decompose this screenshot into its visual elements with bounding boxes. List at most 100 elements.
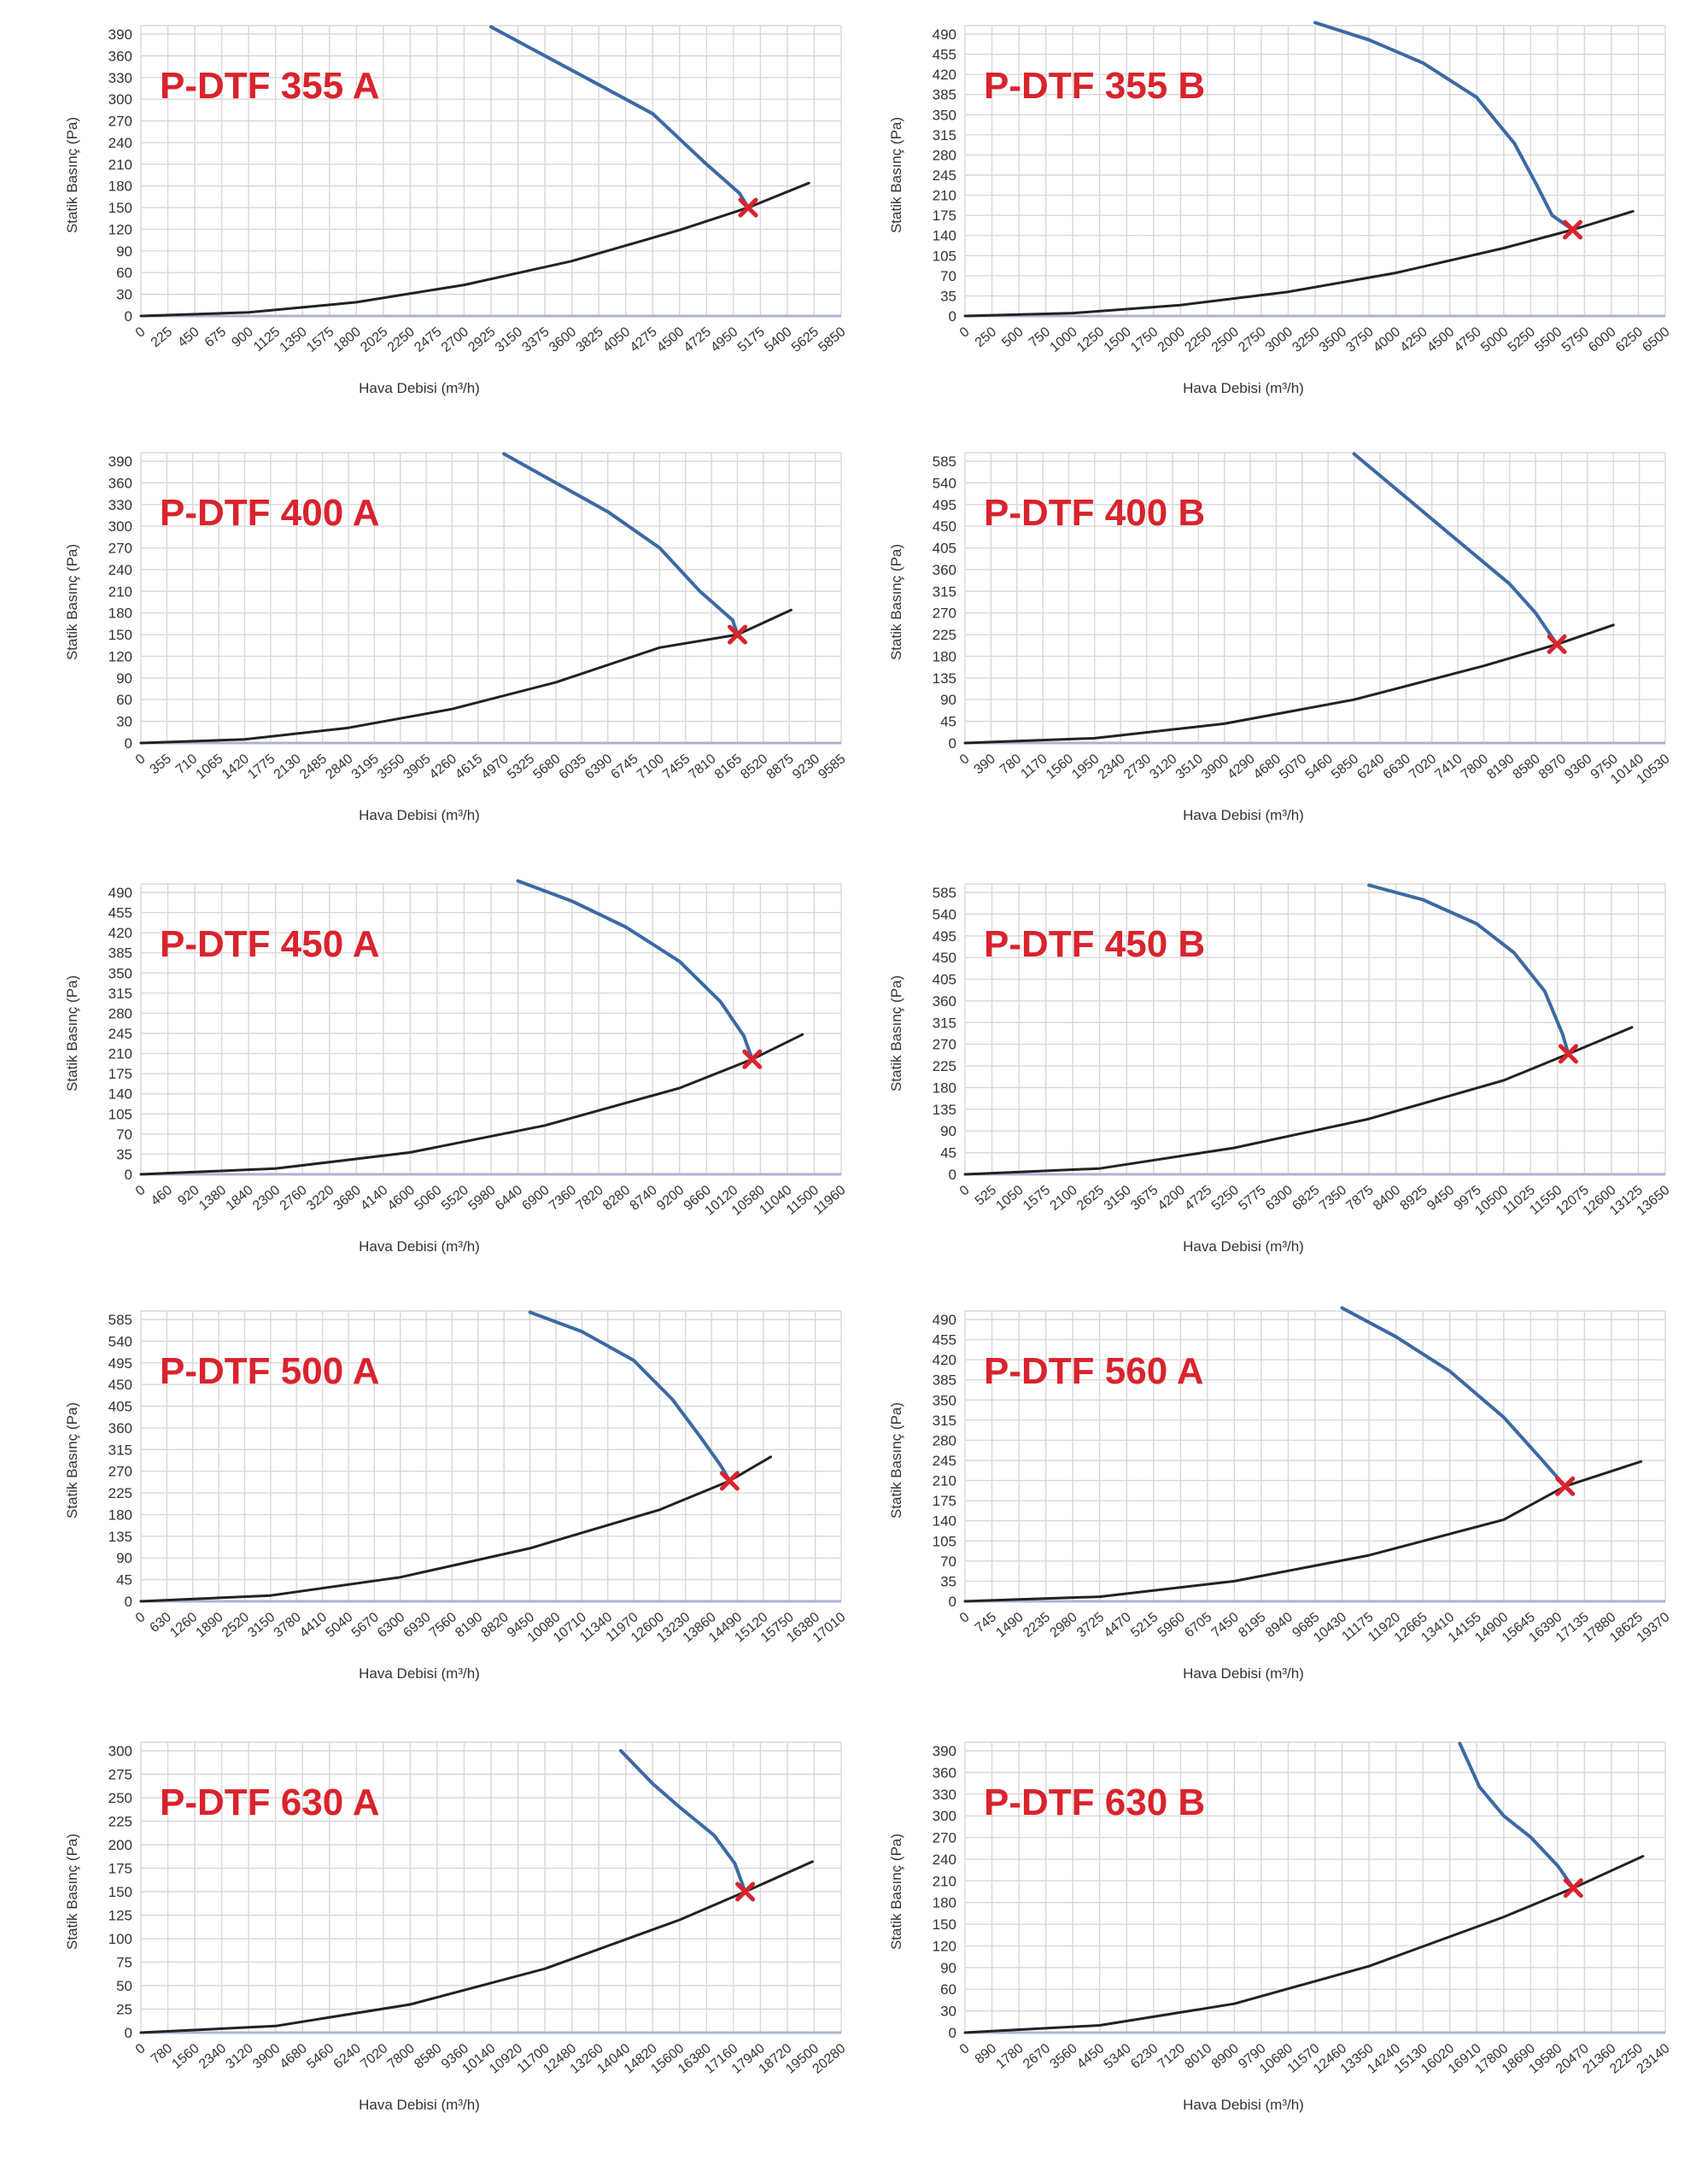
y-tick-label: 405	[108, 1399, 132, 1415]
y-tick-label: 390	[108, 26, 132, 43]
y-tick-label: 490	[933, 1312, 956, 1328]
y-tick-label: 120	[933, 1938, 956, 1954]
y-tick-label: 150	[108, 200, 132, 216]
y-tick-label: 315	[933, 1413, 956, 1429]
y-tick-label: 450	[108, 1377, 132, 1393]
y-tick-label: 270	[933, 606, 956, 622]
x-tick-label: 6745	[608, 752, 640, 782]
y-tick-label: 450	[933, 518, 956, 535]
x-tick-label: 675	[202, 325, 229, 350]
x-tick-label: 1065	[193, 752, 225, 782]
y-tick-label: 0	[949, 1594, 956, 1610]
y-tick-label: 455	[933, 47, 956, 63]
y-tick-label: 270	[108, 1464, 132, 1480]
x-tick-label: 1775	[245, 752, 278, 782]
x-tick-label: 3150	[1102, 1183, 1134, 1214]
y-tick-label: 585	[933, 885, 956, 901]
x-tick-label: 2250	[1182, 325, 1214, 355]
y-tick-label: 120	[108, 221, 132, 237]
x-tick-label: 2250	[385, 325, 418, 355]
x-tick-label: 8875	[764, 752, 797, 782]
y-tick-label: 360	[108, 475, 132, 491]
y-tick-label: 35	[940, 1573, 956, 1589]
x-tick-label: 8940	[1263, 1610, 1296, 1641]
y-tick-label: 50	[116, 1978, 132, 1994]
x-tick-label: 2340	[1096, 752, 1128, 782]
operating-point-marker	[1547, 634, 1567, 654]
chart-title: P-DTF 560 A	[984, 1350, 1204, 1392]
x-tick-label: 6825	[1290, 1183, 1322, 1214]
chart-title: P-DTF 630 B	[984, 1782, 1205, 1823]
y-axis-title: Statik Basınç (Pa)	[888, 117, 904, 233]
x-tick-label: 4250	[1398, 325, 1430, 355]
x-tick-label: 5980	[465, 1183, 498, 1214]
x-tick-label: 1750	[1128, 325, 1161, 355]
y-tick-label: 270	[933, 1830, 956, 1846]
y-tick-label: 300	[108, 518, 132, 535]
y-tick-label: 455	[933, 1332, 956, 1349]
y-tick-label: 540	[933, 475, 956, 491]
x-axis-title: Hava Debisi (m³/h)	[359, 2097, 480, 2113]
x-tick-label: 5060	[412, 1183, 444, 1214]
y-tick-label: 0	[949, 308, 956, 325]
x-tick-label: 460	[149, 1183, 175, 1208]
x-axis-title: Hava Debisi (m³/h)	[359, 380, 480, 396]
x-tick-label: 8010	[1182, 2041, 1214, 2072]
x-tick-label: 5850	[1329, 752, 1361, 782]
x-tick-label: 7120	[1155, 2041, 1188, 2072]
y-tick-label: 315	[108, 986, 132, 1002]
operating-point-marker	[1558, 1044, 1578, 1064]
chart-10: 0 30 60 90 120 150 180 210 240 270 300 330 360 390 0 89…	[888, 1741, 1673, 2113]
y-tick-label: 405	[933, 541, 956, 557]
x-tick-label: 8740	[628, 1183, 660, 1214]
x-tick-label: 3750	[1343, 325, 1376, 355]
x-tick-label: 2925	[465, 325, 498, 355]
operating-point-marker	[1555, 1476, 1576, 1496]
x-tick-label: 8190	[453, 1610, 485, 1641]
x-tick-label: 2520	[219, 1610, 252, 1641]
x-tick-label: 5400	[762, 325, 794, 355]
x-tick-label: 6300	[375, 1610, 407, 1641]
y-tick-label: 90	[940, 1960, 956, 1976]
y-tick-label: 180	[108, 606, 132, 622]
y-tick-label: 175	[108, 1861, 132, 1877]
x-tick-label: 3780	[272, 1610, 304, 1641]
x-tick-label: 0	[957, 1183, 973, 1199]
x-tick-label: 7875	[1343, 1183, 1376, 1214]
x-tick-label: 4290	[1225, 752, 1257, 782]
operating-point-marker	[735, 1881, 756, 1902]
y-tick-label: 90	[116, 243, 132, 260]
chart-title: P-DTF 355 A	[160, 65, 380, 107]
y-tick-label: 45	[940, 714, 956, 730]
x-tick-label: 7800	[385, 2041, 418, 2072]
x-tick-label: 7560	[427, 1610, 459, 1641]
y-tick-label: 315	[108, 1442, 132, 1458]
x-tick-label: 5215	[1128, 1610, 1161, 1641]
x-tick-label: 0	[133, 2041, 149, 2057]
y-tick-label: 225	[108, 1485, 132, 1501]
x-tick-label: 8190	[1484, 752, 1517, 782]
x-tick-label: 2625	[1074, 1183, 1107, 1214]
y-tick-label: 210	[108, 583, 132, 600]
x-tick-label: 1250	[1074, 325, 1107, 355]
x-tick-label: 2000	[1155, 325, 1188, 355]
chart-title: P-DTF 630 A	[160, 1782, 380, 1823]
x-tick-label: 8280	[600, 1183, 633, 1214]
chart-title: P-DTF 450 A	[160, 923, 380, 965]
x-tick-label: 4725	[681, 325, 714, 355]
x-tick-label: 0	[133, 1183, 149, 1199]
y-tick-label: 180	[108, 178, 132, 195]
y-tick-label: 495	[108, 1355, 132, 1372]
fan-curve	[1313, 20, 1575, 231]
y-tick-label: 135	[933, 670, 956, 687]
y-tick-label: 275	[108, 1767, 132, 1783]
y-tick-label: 280	[933, 147, 956, 163]
y-tick-label: 245	[933, 167, 956, 184]
x-tick-label: 390	[972, 752, 998, 777]
y-tick-label: 330	[933, 1787, 956, 1803]
x-tick-label: 3500	[1317, 325, 1349, 355]
y-tick-label: 330	[108, 497, 132, 513]
x-tick-label: 6630	[1381, 752, 1413, 782]
